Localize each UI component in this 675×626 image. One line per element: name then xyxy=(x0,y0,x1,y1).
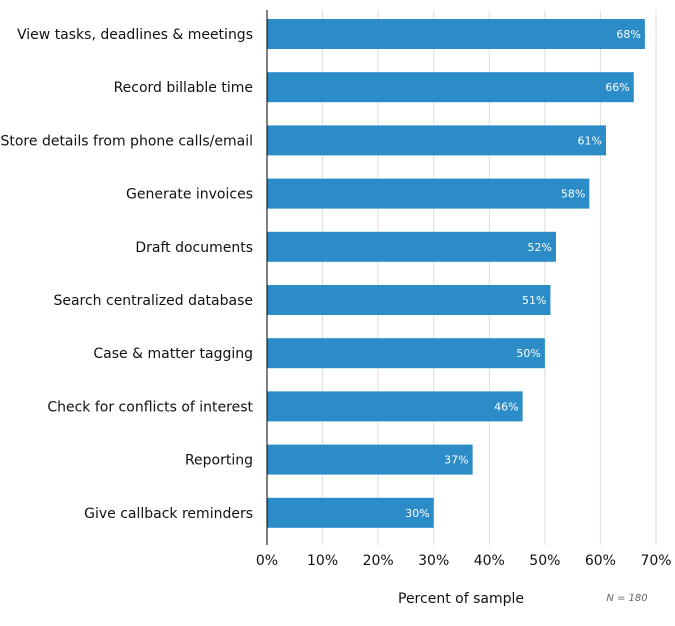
bar-value-label: 68% xyxy=(616,28,640,41)
x-tick-label: 20% xyxy=(363,553,394,569)
category-label: Reporting xyxy=(185,453,253,469)
bar-value-label: 37% xyxy=(444,454,468,467)
bar xyxy=(267,285,551,315)
category-label: Record billable time xyxy=(114,80,253,96)
bar xyxy=(267,338,545,369)
bar-value-label: 52% xyxy=(528,241,552,254)
category-label: Draft documents xyxy=(135,240,253,256)
x-tick-label: 30% xyxy=(418,553,449,569)
bar xyxy=(267,125,606,156)
category-label: View tasks, deadlines & meetings xyxy=(17,27,253,43)
category-label: Give callback reminders xyxy=(84,506,253,522)
bar-value-label: 58% xyxy=(561,188,585,201)
x-tick-label: 40% xyxy=(474,553,505,569)
bar-value-label: 51% xyxy=(522,294,546,307)
x-axis-title: Percent of sample xyxy=(398,591,524,607)
bar xyxy=(267,391,523,422)
bar-value-label: 61% xyxy=(578,134,602,147)
category-label: Case & matter tagging xyxy=(93,346,253,362)
bar xyxy=(267,497,434,528)
category-label: Generate invoices xyxy=(126,187,253,203)
x-tick-label: 10% xyxy=(307,553,338,569)
category-label: Check for conflicts of interest xyxy=(47,399,253,415)
x-tick-label: 0% xyxy=(256,553,278,569)
bar xyxy=(267,178,590,209)
bar-value-label: 46% xyxy=(494,400,518,413)
x-tick-label: 70% xyxy=(640,553,671,569)
x-tick-label: 60% xyxy=(585,553,616,569)
bar-value-label: 50% xyxy=(516,347,540,360)
bar-value-label: 66% xyxy=(605,81,629,94)
bar xyxy=(267,72,634,103)
bars: 68% 66% 61% 58% 52% 51% 50% 46% 37% 30% xyxy=(267,19,645,528)
bar xyxy=(267,19,645,49)
sample-size-note: N = 180 xyxy=(606,593,647,604)
bar-value-label: 30% xyxy=(405,507,429,520)
category-labels: View tasks, deadlines & meetings Record b… xyxy=(0,27,253,522)
x-tick-labels: 0% 10% 20% 30% 40% 50% 60% 70% xyxy=(256,553,672,569)
category-label: Store details from phone calls/email xyxy=(0,133,253,149)
bar xyxy=(267,231,556,262)
category-label: Search centralized database xyxy=(53,293,253,309)
x-tick-label: 50% xyxy=(529,553,560,569)
bar xyxy=(267,444,473,475)
